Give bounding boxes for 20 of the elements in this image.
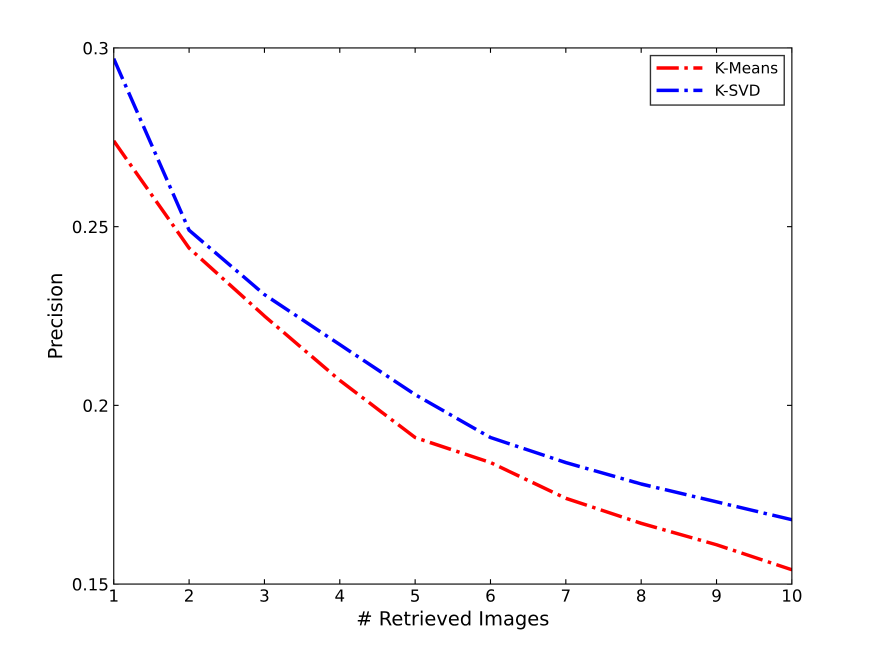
line-series: [114, 139, 792, 572]
x-tick-label: 9: [712, 589, 721, 602]
legend-label: K-SVD: [716, 84, 760, 96]
x-tick-label: 7: [562, 589, 570, 602]
x-tick-label: 1: [110, 589, 118, 602]
y-tick-label: 0.3: [83, 42, 108, 55]
x-tick-label: 10: [783, 589, 802, 602]
y-axis-title: Precision: [47, 274, 62, 358]
x-tick-label: 5: [411, 589, 419, 602]
line-series: [114, 56, 792, 522]
y-tick-label: 0.25: [72, 220, 108, 234]
x-tick-label: 3: [260, 589, 268, 602]
x-axis-title: # Retrieved Images: [358, 610, 548, 630]
x-tick-label: 6: [486, 589, 495, 602]
y-tick-label: 0.2: [83, 399, 108, 412]
x-tick-label: 8: [637, 589, 646, 602]
x-tick-label: 4: [335, 589, 344, 602]
y-tick-label: 0.15: [72, 578, 108, 591]
x-tick-label: 2: [185, 589, 193, 602]
legend-label: K-Means: [716, 62, 778, 74]
